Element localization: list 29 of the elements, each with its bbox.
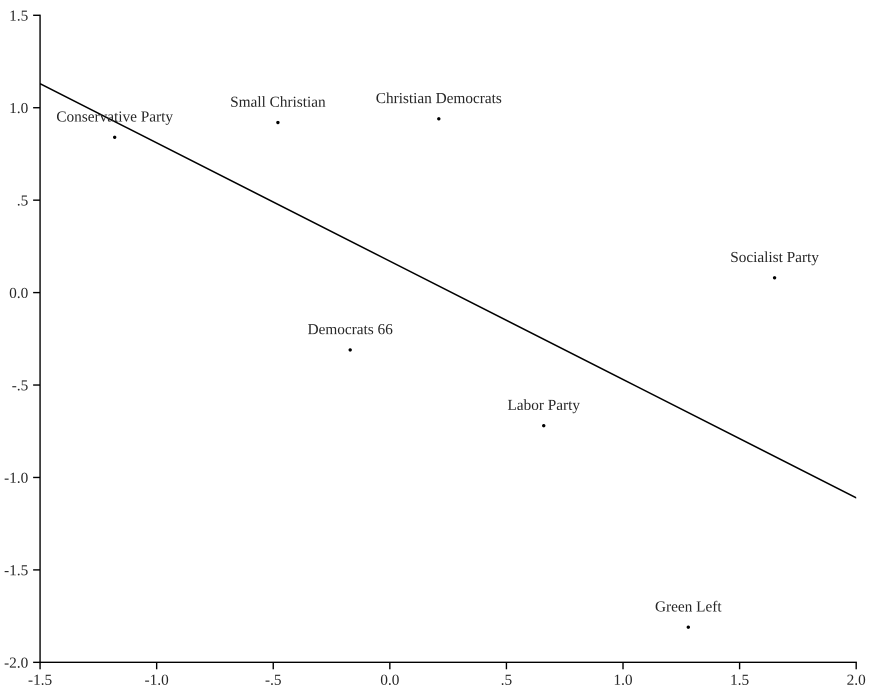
annotation: Democrats 66 bbox=[308, 324, 392, 334]
y-tick-label: 1.0 bbox=[10, 102, 28, 114]
point bbox=[112, 136, 116, 140]
annotation: Labor Party bbox=[508, 399, 580, 414]
x-tick-label: .5 bbox=[502, 674, 512, 685]
y-tick-label: -.5 bbox=[12, 380, 28, 391]
x-tick-label: 0.0 bbox=[380, 674, 399, 685]
x-tick-label: -.5 bbox=[266, 674, 281, 685]
point bbox=[437, 117, 441, 121]
y-tick-label: -1.5 bbox=[4, 565, 28, 576]
annotation: Socialist Party bbox=[731, 251, 819, 266]
y-tick-label: 1.5 bbox=[10, 10, 28, 21]
point bbox=[348, 348, 352, 352]
y-tick-label: .5 bbox=[18, 195, 28, 206]
point bbox=[772, 276, 776, 280]
x-tick-label: 1.0 bbox=[614, 674, 632, 685]
annotation: Christian Democrats bbox=[376, 92, 502, 104]
point bbox=[686, 626, 690, 629]
x-tick-label: 1.5 bbox=[731, 674, 749, 685]
point bbox=[276, 120, 280, 124]
x-tick-label: -1.0 bbox=[145, 674, 168, 685]
point bbox=[542, 424, 546, 428]
x-tick-label: 2.0 bbox=[847, 674, 866, 685]
annotation: Small Christian bbox=[231, 96, 326, 107]
y-tick-label: -1.0 bbox=[4, 472, 28, 483]
x-tick-label: -1.5 bbox=[28, 674, 52, 685]
annotation: Green Left bbox=[656, 600, 722, 612]
y-tick-label: 0.0 bbox=[10, 288, 28, 298]
y-tick-label: -2.0 bbox=[4, 657, 28, 668]
